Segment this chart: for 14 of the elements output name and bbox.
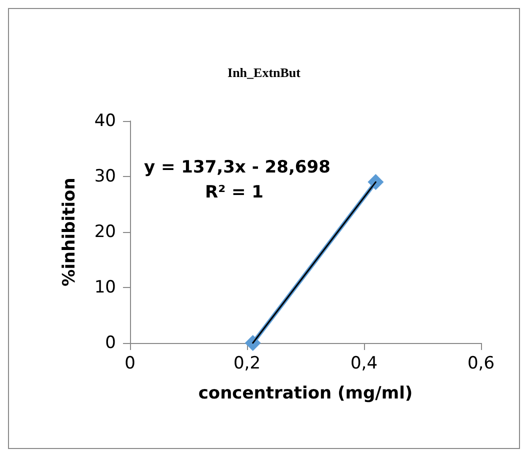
y-tick-label: 20: [94, 222, 116, 242]
x-axis-title: concentration (mg/ml): [198, 384, 413, 404]
y-tick-label: 0: [105, 333, 116, 353]
annotation: y = 137,3x - 28,698: [144, 158, 330, 178]
chart-title: Inh_ExtnBut: [228, 65, 302, 80]
y-axis-title: %inhibition: [60, 178, 80, 286]
y-tick-label: 40: [94, 111, 116, 131]
x-tick-label: 0,2: [233, 354, 261, 374]
x-tick-label: 0,6: [467, 354, 495, 374]
annotation: R² = 1: [205, 182, 264, 202]
y-tick-label: 30: [94, 166, 116, 186]
x-tick-label: 0,4: [350, 354, 378, 374]
y-tick-label: 10: [94, 278, 116, 298]
x-tick-label: 0: [124, 354, 136, 374]
